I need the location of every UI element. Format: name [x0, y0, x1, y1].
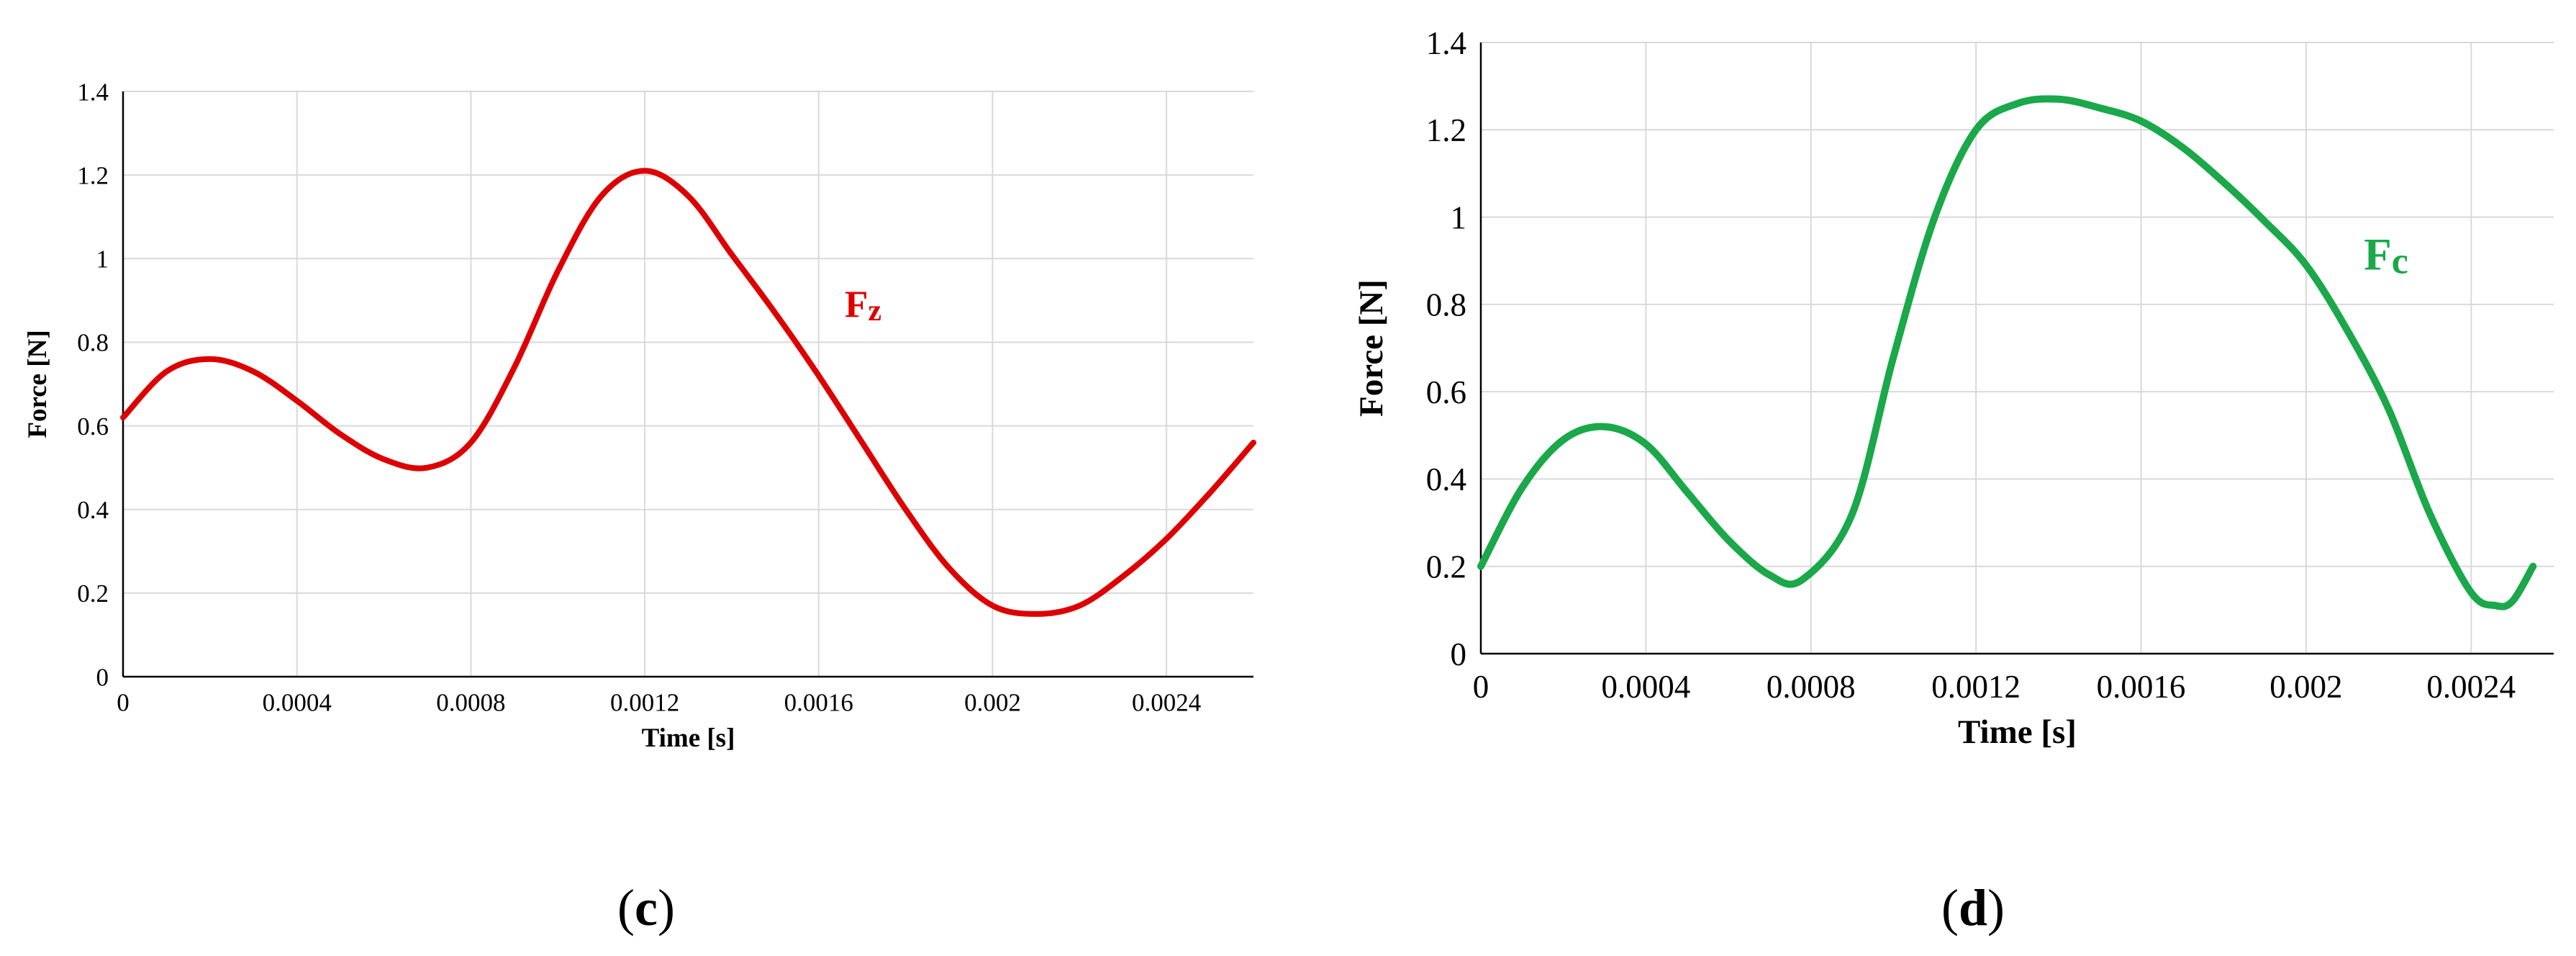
series-label-subscript: c — [2392, 240, 2408, 281]
x-tick-label: 0.0016 — [784, 688, 853, 716]
force-chart-d: 0 0.2 0.4 0.6 0.8 1 1.2 1.4 0 0.0004 0.0008 0.0012 0… — [1353, 25, 2554, 751]
force-chart-c: 0 0.2 0.4 0.6 0.8 1 1.2 1.4 0 0.0004 0.0008 0.0012 0… — [23, 78, 1256, 753]
x-tick-label: 0.0008 — [436, 688, 505, 716]
series-label-main: F — [845, 284, 868, 326]
y-tick-label: 0 — [1451, 636, 1467, 672]
chart-panel-c: 0 0.2 0.4 0.6 0.8 1 1.2 1.4 0 0.0004 0.0008 0.0012 0… — [23, 78, 1256, 937]
x-tick-label: 0.0012 — [1931, 669, 2021, 705]
y-tick-label: 0.4 — [77, 496, 109, 524]
y-axis-title: Force [N] — [23, 330, 53, 438]
series-label-fc: Fc — [2364, 229, 2408, 281]
x-tick-label: 0.0012 — [610, 688, 679, 716]
series-label-fz: Fz — [845, 284, 881, 328]
y-tick-label: 1.2 — [1426, 112, 1466, 148]
x-tick-label: 0.0004 — [263, 688, 332, 716]
y-tick-label: 0.8 — [1426, 287, 1466, 323]
y-tick-label: 0.4 — [1426, 461, 1466, 497]
y-axis-title: Force [N] — [1353, 279, 1390, 417]
x-axis-title: Time [s] — [1958, 713, 2077, 751]
x-tick-label: 0.0024 — [1132, 688, 1201, 716]
panel-caption-d: (d) — [1941, 879, 2005, 937]
x-tick-label: 0.0016 — [2097, 669, 2186, 705]
x-tick-label: 0.0004 — [1602, 669, 1691, 705]
y-tick-label: 0.2 — [1426, 549, 1466, 585]
x-tick-label: 0.002 — [2269, 669, 2342, 705]
series-label-subscript: z — [868, 294, 881, 328]
series-line-fc — [1477, 95, 2537, 610]
y-tick-label: 1.4 — [1426, 25, 1466, 61]
y-tick-label: 0.6 — [1426, 374, 1466, 410]
series-line-fz — [120, 168, 1256, 617]
y-tick-label: 0.8 — [77, 329, 109, 357]
x-tick-label: 0 — [117, 688, 130, 716]
y-tick-label: 0.2 — [77, 580, 109, 608]
gridlines — [1481, 42, 2554, 654]
series-label-main: F — [2364, 229, 2391, 279]
x-tick-label: 0 — [1473, 669, 1489, 705]
chart-panel-d: 0 0.2 0.4 0.6 0.8 1 1.2 1.4 0 0.0004 0.0008 0.0012 0… — [1288, 0, 2576, 956]
gridlines — [123, 91, 1253, 677]
y-tick-label: 0 — [96, 663, 109, 691]
x-tick-label: 0.002 — [964, 688, 1021, 716]
x-axis-title: Time [s] — [642, 723, 735, 753]
y-tick-label: 1 — [96, 245, 109, 274]
y-tick-label: 1 — [1451, 199, 1467, 235]
y-tick-label: 1.2 — [77, 161, 109, 189]
panel-caption-c: (c) — [617, 879, 675, 937]
y-tick-label: 1.4 — [77, 78, 109, 106]
x-tick-label: 0.0024 — [2426, 669, 2516, 705]
y-tick-label: 0.6 — [77, 412, 109, 441]
x-tick-label: 0.0008 — [1767, 669, 1856, 705]
